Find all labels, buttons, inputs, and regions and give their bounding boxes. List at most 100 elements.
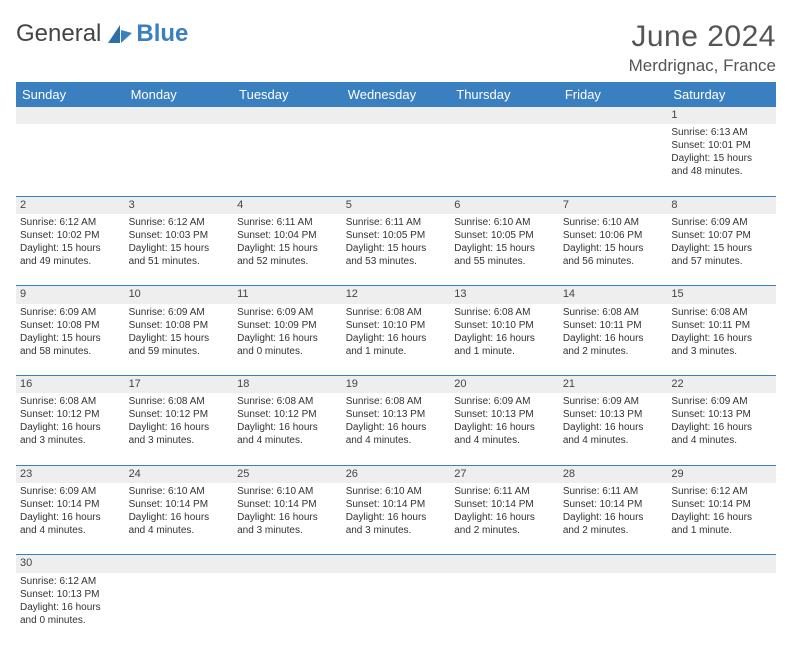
weekday-header: Thursday [450, 82, 559, 107]
day-sunset: Sunset: 10:07 PM [671, 229, 772, 242]
day-day1: Daylight: 16 hours [129, 511, 230, 524]
day-day2: and 3 minutes. [237, 524, 338, 537]
empty-cell [125, 124, 234, 196]
day-day1: Daylight: 16 hours [563, 332, 664, 345]
day-number: 7 [559, 196, 668, 214]
day-content-row: Sunrise: 6:13 AMSunset: 10:01 PMDaylight… [16, 124, 776, 196]
empty-day-number [125, 555, 234, 573]
day-sunrise: Sunrise: 6:12 AM [20, 216, 121, 229]
day-sunrise: Sunrise: 6:09 AM [454, 395, 555, 408]
day-day2: and 4 minutes. [671, 434, 772, 447]
day-day2: and 4 minutes. [454, 434, 555, 447]
empty-cell [450, 124, 559, 196]
day-sunrise: Sunrise: 6:12 AM [671, 485, 772, 498]
day-cell: Sunrise: 6:09 AMSunset: 10:08 PMDaylight… [16, 304, 125, 376]
empty-cell [342, 573, 451, 645]
day-day1: Daylight: 15 hours [671, 242, 772, 255]
day-number: 30 [16, 555, 125, 573]
empty-cell [450, 573, 559, 645]
day-number: 6 [450, 196, 559, 214]
empty-day-number [16, 107, 125, 124]
day-sunrise: Sunrise: 6:08 AM [346, 306, 447, 319]
day-number: 14 [559, 286, 668, 304]
empty-day-number [125, 107, 234, 124]
day-number: 3 [125, 196, 234, 214]
day-sunrise: Sunrise: 6:08 AM [671, 306, 772, 319]
day-day1: Daylight: 16 hours [20, 421, 121, 434]
day-day1: Daylight: 16 hours [671, 421, 772, 434]
empty-day-number [342, 107, 451, 124]
day-sunset: Sunset: 10:14 PM [671, 498, 772, 511]
day-sunrise: Sunrise: 6:08 AM [129, 395, 230, 408]
empty-cell [667, 573, 776, 645]
day-cell: Sunrise: 6:09 AMSunset: 10:13 PMDaylight… [450, 393, 559, 465]
day-day2: and 4 minutes. [20, 524, 121, 537]
title-block: June 2024 Merdrignac, France [629, 20, 776, 76]
day-day1: Daylight: 16 hours [454, 511, 555, 524]
day-day1: Daylight: 16 hours [346, 332, 447, 345]
day-day2: and 4 minutes. [563, 434, 664, 447]
empty-cell [233, 124, 342, 196]
day-day1: Daylight: 15 hours [346, 242, 447, 255]
day-number: 13 [450, 286, 559, 304]
day-sunset: Sunset: 10:13 PM [346, 408, 447, 421]
day-day1: Daylight: 15 hours [129, 242, 230, 255]
day-number: 9 [16, 286, 125, 304]
calendar-table: SundayMondayTuesdayWednesdayThursdayFrid… [16, 82, 776, 645]
day-sunset: Sunset: 10:14 PM [563, 498, 664, 511]
day-number: 26 [342, 465, 451, 483]
weekday-header: Sunday [16, 82, 125, 107]
day-cell: Sunrise: 6:10 AMSunset: 10:06 PMDaylight… [559, 214, 668, 286]
weekday-header-row: SundayMondayTuesdayWednesdayThursdayFrid… [16, 82, 776, 107]
day-cell: Sunrise: 6:08 AMSunset: 10:13 PMDaylight… [342, 393, 451, 465]
day-sunset: Sunset: 10:06 PM [563, 229, 664, 242]
day-number: 17 [125, 376, 234, 394]
day-day2: and 48 minutes. [671, 165, 772, 178]
day-sunrise: Sunrise: 6:10 AM [563, 216, 664, 229]
day-number: 8 [667, 196, 776, 214]
day-day2: and 2 minutes. [563, 524, 664, 537]
day-day2: and 1 minute. [346, 345, 447, 358]
day-number: 2 [16, 196, 125, 214]
day-number-row: 16171819202122 [16, 376, 776, 394]
day-sunrise: Sunrise: 6:10 AM [346, 485, 447, 498]
day-number: 23 [16, 465, 125, 483]
day-sunset: Sunset: 10:08 PM [20, 319, 121, 332]
day-sunset: Sunset: 10:14 PM [20, 498, 121, 511]
day-day2: and 56 minutes. [563, 255, 664, 268]
day-day1: Daylight: 16 hours [671, 511, 772, 524]
day-number: 27 [450, 465, 559, 483]
day-sunrise: Sunrise: 6:11 AM [346, 216, 447, 229]
day-cell: Sunrise: 6:08 AMSunset: 10:12 PMDaylight… [233, 393, 342, 465]
day-sunset: Sunset: 10:13 PM [671, 408, 772, 421]
day-number: 21 [559, 376, 668, 394]
day-day2: and 4 minutes. [346, 434, 447, 447]
day-number: 24 [125, 465, 234, 483]
empty-day-number [233, 555, 342, 573]
day-sunrise: Sunrise: 6:10 AM [237, 485, 338, 498]
day-content-row: Sunrise: 6:12 AMSunset: 10:02 PM Daylight… [16, 214, 776, 286]
logo-sail-icon [106, 23, 134, 45]
weekday-header: Saturday [667, 82, 776, 107]
day-sunset: Sunset: 10:13 PM [20, 588, 121, 601]
day-day1: Daylight: 16 hours [129, 421, 230, 434]
day-sunrise: Sunrise: 6:10 AM [454, 216, 555, 229]
day-sunset: Sunset: 10:09 PM [237, 319, 338, 332]
day-sunset: Sunset: 10:01 PM [671, 139, 772, 152]
day-cell: Sunrise: 6:08 AMSunset: 10:11 PMDaylight… [667, 304, 776, 376]
day-number: 1 [667, 107, 776, 124]
day-content-row: Sunrise: 6:12 AMSunset: 10:13 PMDaylight… [16, 573, 776, 645]
day-cell: Sunrise: 6:11 AMSunset: 10:05 PMDaylight… [342, 214, 451, 286]
day-number: 12 [342, 286, 451, 304]
day-cell: Sunrise: 6:10 AMSunset: 10:14 PMDaylight… [233, 483, 342, 555]
day-sunset: Sunset: 10:02 PM [20, 229, 121, 242]
day-day2: and 0 minutes. [20, 614, 121, 627]
brand-part1: General [16, 20, 101, 48]
day-sunset: Sunset: 10:04 PM [237, 229, 338, 242]
day-cell: Sunrise: 6:08 AMSunset: 10:10 PMDaylight… [342, 304, 451, 376]
day-sunrise: Sunrise: 6:09 AM [671, 395, 772, 408]
day-cell: Sunrise: 6:08 AMSunset: 10:10 PMDaylight… [450, 304, 559, 376]
day-day1: Daylight: 15 hours [20, 332, 121, 345]
day-day2: and 4 minutes. [237, 434, 338, 447]
day-sunset: Sunset: 10:14 PM [346, 498, 447, 511]
